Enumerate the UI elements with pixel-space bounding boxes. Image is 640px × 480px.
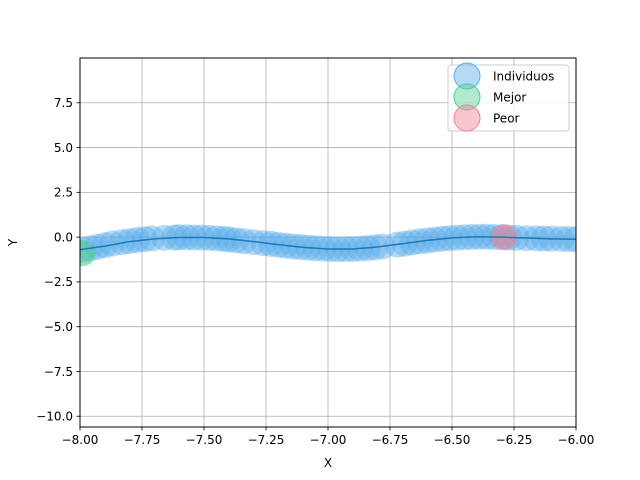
legend-label-mejor: Mejor [493,90,526,104]
legend-label-individuos: Individuos [493,69,554,83]
x-tick-label: −7.75 [124,433,161,447]
point-individuos [91,232,118,259]
function-curve [80,236,576,251]
axis-ticks: −8.00 −7.75 −7.50 −7.25 −7.00 −6.75 −6.50 −6.25… [36,96,594,447]
x-tick-label: −6.00 [558,433,595,447]
x-tick-label: −7.50 [186,433,223,447]
x-tick-label: −6.50 [434,433,471,447]
legend-marker-mejor [453,83,481,111]
y-tick-label: −5.0 [44,320,73,334]
point-individuos [109,229,136,256]
y-tick-label: 0.0 [54,230,73,244]
point-mejor [80,240,96,267]
y-tick-label: 7.5 [54,96,73,110]
legend-label-peor: Peor [493,111,520,125]
point-individuos [138,225,165,252]
x-axis-label: X [324,456,332,470]
y-tick-label: −7.5 [44,365,73,379]
legend-marker-individuos [453,62,481,90]
x-tick-label: −7.00 [310,433,347,447]
y-tick-label: −10.0 [36,410,73,424]
x-tick-label: −6.75 [372,433,409,447]
y-tick-label: 2.5 [54,186,73,200]
x-tick-label: −8.00 [62,433,99,447]
y-tick-label: −2.5 [44,275,73,289]
legend-marker-peor [453,104,481,132]
point-individuos [99,230,126,257]
legend-box [447,64,570,132]
point-individuos [124,226,151,253]
legend: Individuos Mejor Peor [447,62,570,132]
x-tick-label: −7.25 [248,433,285,447]
point-individuos [131,226,158,253]
x-tick-label: −6.25 [496,433,533,447]
y-tick-label: 5.0 [54,141,73,155]
y-axis-label: Y [6,238,20,247]
